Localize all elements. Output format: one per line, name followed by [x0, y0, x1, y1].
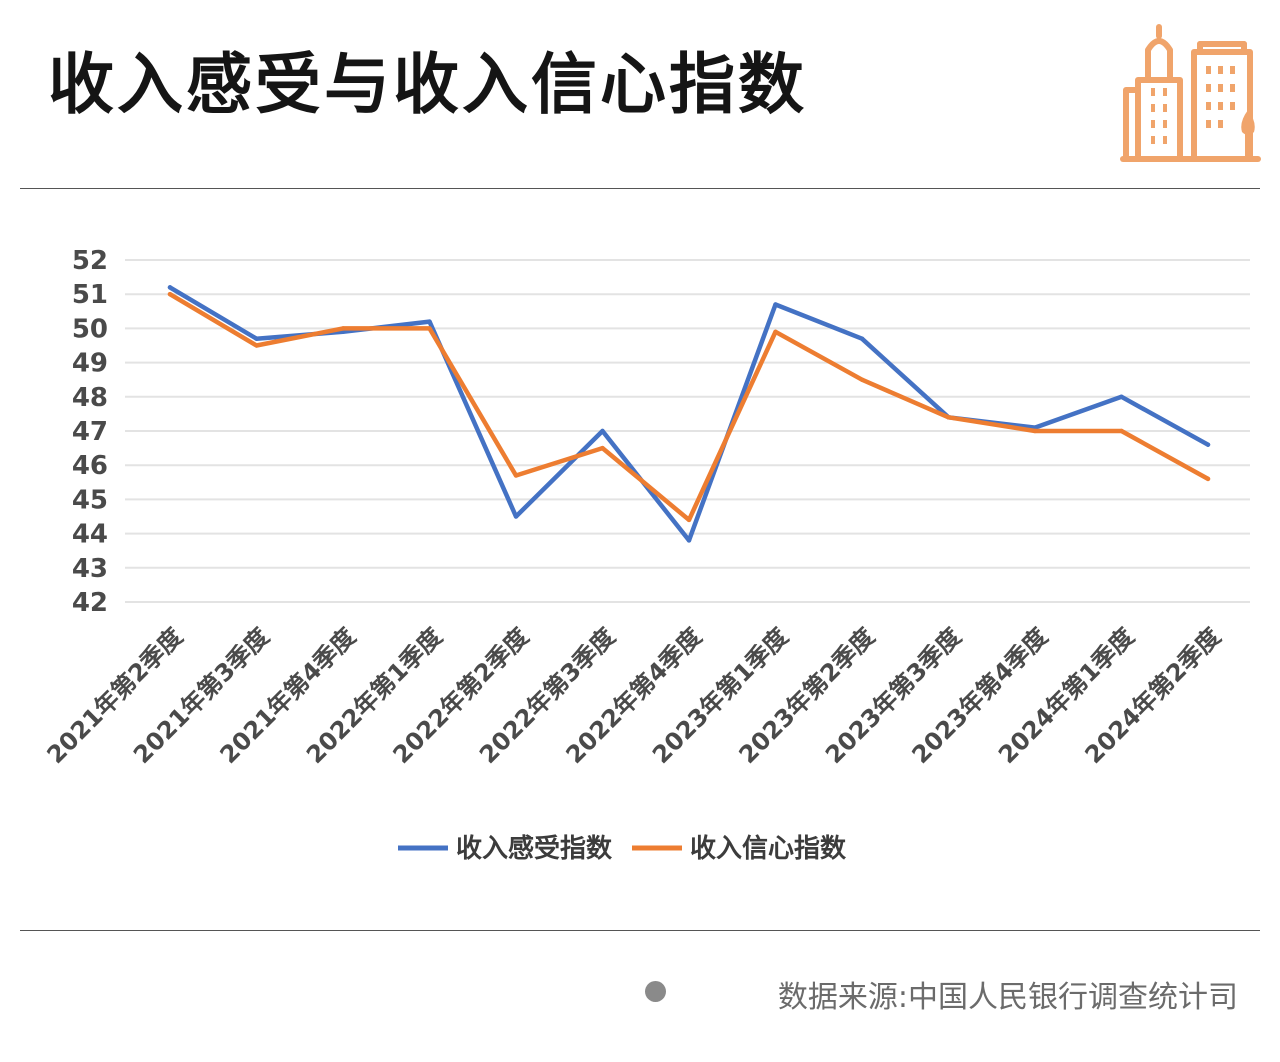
- x-axis-ticks: 2021年第2季度2021年第3季度2021年第4季度2022年第1季度2022…: [42, 622, 1227, 769]
- data-point: [686, 517, 692, 523]
- series-line-1: [167, 285, 1211, 543]
- data-point: [1205, 442, 1211, 447]
- data-point: [167, 292, 173, 297]
- data-point: [254, 343, 259, 348]
- data-point: [1119, 428, 1124, 434]
- legend: 收入感受指数 收入信心指数: [398, 833, 847, 864]
- data-point: [773, 302, 778, 307]
- y-axis-ticks: 42 43 44 45 46 47 48 49 50 51 52: [72, 246, 108, 618]
- data-point: [1205, 476, 1211, 482]
- data-point: [859, 336, 865, 341]
- y-tick-label: 45: [72, 485, 108, 515]
- gray-dot-icon: [645, 981, 666, 1002]
- y-tick-label: 50: [72, 314, 108, 344]
- data-point: [513, 514, 519, 519]
- y-tick-label: 46: [72, 451, 108, 481]
- y-tick-label: 49: [72, 349, 108, 379]
- page-title: 收入感受与收入信心指数: [48, 46, 807, 123]
- grid-lines: [125, 259, 1250, 603]
- data-point: [686, 538, 692, 543]
- data-point: [600, 428, 605, 434]
- data-point: [946, 415, 951, 420]
- y-tick-label: 47: [72, 417, 108, 447]
- data-point: [1032, 428, 1038, 434]
- data-point: [773, 329, 778, 335]
- header-divider: [20, 188, 1260, 189]
- y-tick-label: 42: [72, 588, 108, 618]
- data-point: [167, 285, 173, 290]
- series-lines: [167, 285, 1211, 543]
- data-point: [859, 377, 865, 382]
- data-point: [1119, 394, 1124, 399]
- legend-label-2: 收入信心指数: [690, 834, 847, 864]
- data-point: [600, 445, 605, 451]
- data-point: [513, 473, 519, 478]
- y-tick-label: 44: [72, 520, 108, 550]
- y-tick-label: 51: [72, 280, 108, 310]
- data-point: [254, 336, 259, 341]
- data-point: [427, 319, 432, 324]
- data-point: [340, 326, 346, 331]
- legend-label-1: 收入感受指数: [456, 833, 613, 864]
- line-chart: 42 43 44 45 46 47 48 49 50 51 52 2021年第2季度2021年第3季…: [42, 246, 1250, 864]
- data-point: [427, 326, 432, 331]
- y-tick-label: 43: [72, 554, 108, 584]
- y-tick-label: 48: [72, 383, 108, 413]
- data-source: 数据来源:中国人民银行调查统计司: [777, 980, 1238, 1015]
- city-buildings-icon: [1120, 24, 1261, 162]
- y-tick-label: 52: [72, 246, 108, 276]
- footer-divider: [20, 930, 1260, 931]
